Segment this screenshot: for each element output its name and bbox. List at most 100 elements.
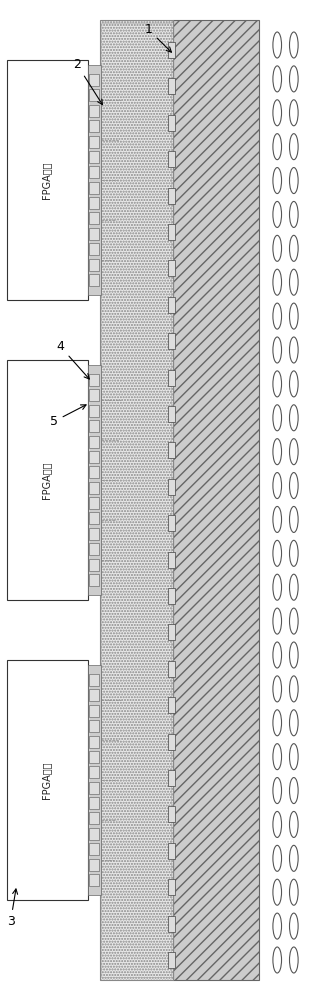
Circle shape [290,32,298,58]
Circle shape [273,574,282,600]
Bar [168,333,175,349]
Bar [168,515,175,531]
Circle shape [290,134,298,160]
Bar [89,74,99,86]
Bar [7,360,88,600]
Text: 3: 3 [7,889,18,928]
Circle shape [290,473,298,499]
Circle shape [290,506,298,532]
Bar [89,497,99,509]
Bar [89,574,99,586]
Circle shape [290,540,298,566]
Bar [88,365,101,595]
Bar [89,405,99,417]
Circle shape [290,947,298,973]
Bar [168,552,175,568]
Circle shape [273,66,282,92]
Text: FPGA裸片: FPGA裸片 [42,161,51,199]
Text: FPGA裸片: FPGA裸片 [42,461,51,499]
Bar [168,697,175,713]
Circle shape [273,778,282,804]
Bar [101,23,171,977]
Bar [89,89,99,101]
Circle shape [273,710,282,736]
Bar [168,297,175,313]
Circle shape [290,845,298,871]
Circle shape [273,540,282,566]
Bar [168,661,175,677]
Circle shape [273,269,282,295]
Circle shape [290,778,298,804]
Bar [168,734,175,750]
Bar [89,674,99,686]
Circle shape [290,811,298,837]
Bar [168,442,175,458]
Bar [7,60,88,300]
Text: 2: 2 [73,58,103,105]
Bar [89,120,99,132]
Circle shape [273,100,282,126]
Text: 5: 5 [50,405,86,428]
Bar [89,466,99,478]
Bar [168,224,175,240]
Circle shape [273,608,282,634]
Circle shape [290,710,298,736]
Circle shape [290,642,298,668]
Circle shape [273,811,282,837]
Bar [89,389,99,401]
Bar [168,806,175,822]
Bar [168,843,175,859]
Circle shape [273,439,282,465]
Bar [89,689,99,701]
Bar [168,42,175,58]
Bar [89,105,99,117]
Circle shape [290,66,298,92]
Bar [89,559,99,571]
Bar [89,182,99,194]
Bar [89,259,99,271]
Bar [89,197,99,209]
Bar [89,166,99,178]
Bar [89,512,99,524]
Circle shape [273,676,282,702]
Bar [89,797,99,809]
Circle shape [273,201,282,227]
Bar [89,243,99,255]
Bar [89,228,99,240]
Bar [168,188,175,204]
Bar [89,528,99,540]
Bar [168,406,175,422]
Circle shape [273,506,282,532]
Circle shape [290,269,298,295]
Bar [168,370,175,386]
Bar [88,665,101,895]
Circle shape [290,235,298,261]
Circle shape [273,879,282,905]
Circle shape [290,879,298,905]
Circle shape [290,405,298,431]
Circle shape [290,168,298,194]
Circle shape [273,337,282,363]
Bar [168,260,175,276]
Circle shape [290,100,298,126]
Bar [89,751,99,763]
Bar [168,624,175,640]
Circle shape [273,168,282,194]
Bar [168,78,175,94]
Circle shape [273,845,282,871]
Circle shape [273,371,282,397]
Bar [168,115,175,131]
Circle shape [273,473,282,499]
Bar [168,770,175,786]
Circle shape [290,574,298,600]
Bar [168,588,175,604]
Circle shape [273,913,282,939]
Bar [100,20,173,980]
Circle shape [290,303,298,329]
Bar [89,451,99,463]
Bar [89,843,99,855]
Bar [168,479,175,495]
Circle shape [273,303,282,329]
Circle shape [290,337,298,363]
Bar [89,374,99,386]
